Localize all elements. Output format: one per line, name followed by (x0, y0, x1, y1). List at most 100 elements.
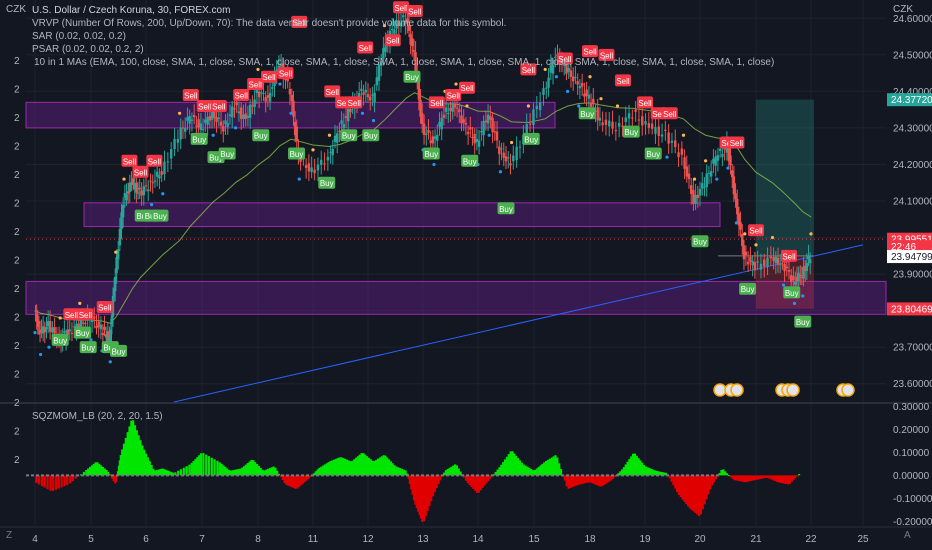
candle-body (471, 136, 474, 138)
candle-body (260, 92, 263, 94)
time-axis-label: 11 (308, 534, 319, 545)
signal-bg (520, 63, 537, 76)
candle-body (644, 121, 647, 125)
momentum-bar (797, 474, 801, 476)
momentum-bar (661, 472, 664, 476)
candle-body (130, 182, 133, 186)
candle-body (251, 105, 254, 107)
momentum-bar (371, 460, 374, 476)
symbol-title[interactable]: U.S. Dollar / Czech Koruna, 30, FOREX.co… (32, 5, 231, 16)
sell-signal-label: Sell (445, 89, 462, 102)
psar-dot (465, 104, 469, 108)
candle-body (664, 129, 667, 131)
momentum-bar (470, 475, 473, 488)
candle-body (637, 119, 641, 121)
candle-body (262, 93, 265, 95)
momentum-bar (554, 455, 557, 476)
momentum-bar (364, 454, 367, 476)
momentum-bar (309, 475, 312, 478)
mas-legend[interactable]: 10 in 1 MAs (EMA, 100, close, SMA, 1, cl… (34, 57, 775, 68)
candle-body (120, 212, 123, 230)
candle-body (133, 183, 136, 190)
momentum-bar (582, 475, 585, 484)
momentum-bar (299, 475, 303, 486)
candle-body (215, 117, 218, 122)
momentum-bar (380, 456, 383, 476)
momentum-bar (530, 469, 533, 476)
momentum-bar (198, 455, 201, 476)
momentum-bar (545, 460, 548, 476)
left-scale-mark: 2 (14, 370, 20, 381)
momentum-bar (135, 430, 138, 476)
sell-signal-label: Sell (598, 48, 615, 61)
candle-body (779, 264, 782, 266)
momentum-bar (382, 455, 385, 476)
buy-signal-label: Buy (691, 235, 709, 248)
momentum-axis-label: 0.20000 (893, 425, 930, 436)
auto-scale-button[interactable]: A (904, 530, 911, 541)
momentum-bar (101, 466, 105, 476)
candle-body (683, 157, 686, 169)
candle-body (687, 173, 691, 180)
momentum-bar (781, 475, 784, 484)
candle-body (34, 310, 37, 312)
signal-bg (637, 96, 653, 109)
momentum-bar (285, 475, 288, 485)
psar-dot (432, 162, 436, 167)
momentum-bar (670, 475, 673, 482)
signal-text: Buy (646, 150, 660, 159)
momentum-bar (130, 420, 133, 476)
buy-signal-label: Buy (74, 326, 92, 339)
candle-body (95, 325, 98, 329)
candle-body (515, 146, 518, 160)
candle-body (624, 117, 627, 123)
momentum-bar (155, 470, 158, 476)
signal-bg (445, 89, 462, 102)
momentum-bar (641, 462, 644, 476)
signal-text: Buy (580, 110, 594, 119)
momentum-bar (681, 475, 684, 500)
momentum-bar (46, 475, 49, 490)
sell-signal-label: Sell (233, 89, 250, 102)
candle-body (384, 43, 387, 52)
momentum-bar (642, 465, 646, 476)
momentum-bar (683, 475, 686, 502)
candle-body (518, 146, 522, 148)
candle-body (184, 128, 187, 132)
vrvp-legend[interactable]: VRVP (Number Of Rows, 200, Up/Down, 70):… (32, 18, 507, 29)
momentum-bar (430, 475, 433, 502)
momentum-bar (613, 475, 616, 478)
signal-bg (218, 147, 236, 160)
sar-legend[interactable]: SAR (0.02, 0.02, 0.2) (32, 31, 126, 42)
momentum-bar (696, 475, 699, 515)
psar-legend[interactable]: PSAR (0.02, 0.02, 0.2, 2) (32, 44, 144, 55)
momentum-bar (674, 475, 677, 489)
momentum-bar (358, 454, 361, 476)
signal-bg (691, 235, 709, 248)
psar-dot (360, 111, 365, 115)
candle-body (70, 332, 74, 335)
momentum-bar (442, 472, 446, 476)
momentum-bar (457, 468, 460, 476)
momentum-bar (224, 466, 227, 476)
momentum-bar (362, 453, 365, 476)
time-axis-label: 8 (255, 534, 261, 545)
momentum-bar (567, 475, 570, 489)
signal-text: Buy (796, 318, 810, 327)
psar-dot (577, 104, 581, 108)
momentum-bar (524, 465, 527, 476)
momentum-bar (742, 475, 745, 483)
momentum-bar (152, 468, 155, 476)
signal-bg (522, 132, 540, 145)
timezone-button[interactable]: Z (6, 530, 13, 541)
candle-body (727, 147, 731, 162)
momentum-bar (526, 466, 529, 476)
candle-body (264, 97, 267, 102)
momentum-bar (274, 467, 277, 476)
price-axis-label: 23.60000 (893, 379, 932, 390)
sqz-legend[interactable]: SQZMOM_LB (20, 2, 20, 1.5) (32, 411, 163, 422)
buy-signal-label: Buy (422, 147, 440, 160)
momentum-bar (725, 473, 729, 476)
momentum-bar (353, 459, 356, 476)
